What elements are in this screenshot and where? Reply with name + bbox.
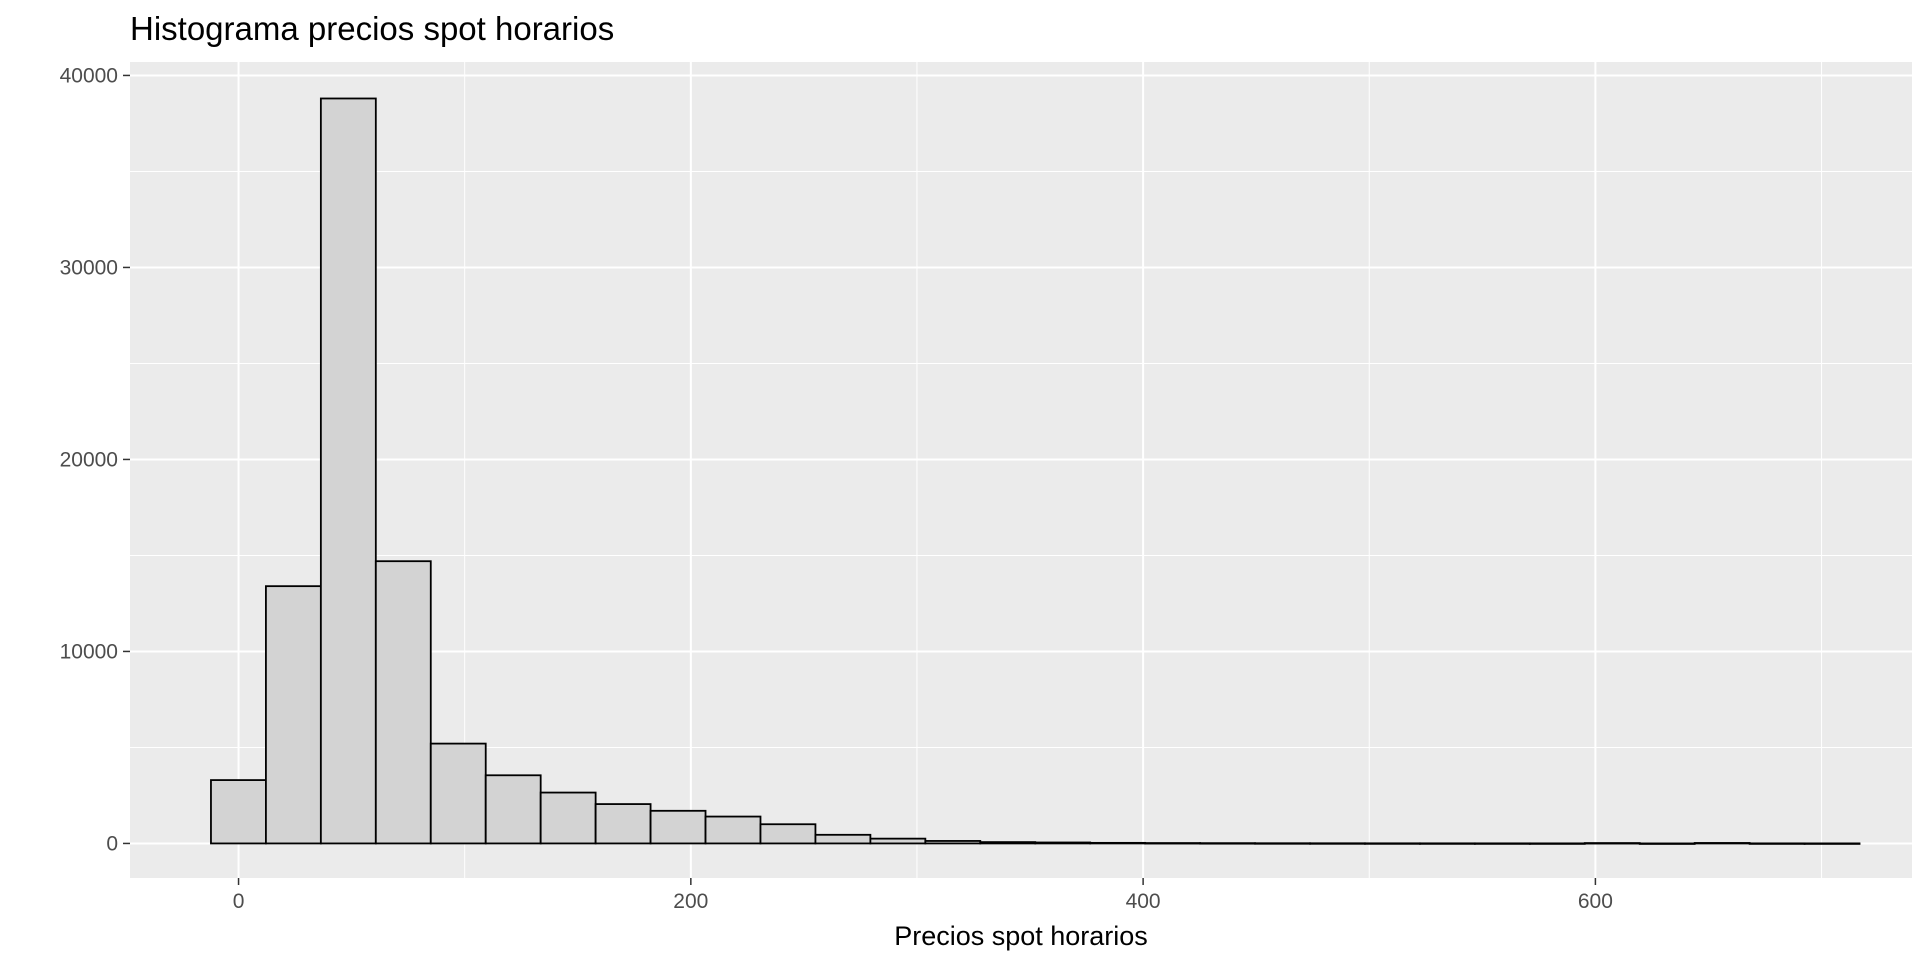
histogram-bar — [1583, 842, 1641, 845]
y-tick-label: 0 — [106, 832, 118, 855]
histogram-bar — [924, 840, 982, 845]
histogram-bar — [1693, 842, 1751, 845]
x-tick-label: 600 — [1578, 890, 1613, 913]
histogram-bar — [979, 841, 1037, 845]
histogram-bars — [210, 97, 1861, 845]
histogram-bar — [1748, 842, 1806, 845]
y-tick-label: 40000 — [60, 64, 118, 87]
histogram-bar — [539, 791, 597, 845]
histogram-bar — [319, 97, 377, 845]
histogram-bar — [1419, 842, 1476, 845]
y-axis: 0 10000 20000 30000 40000 — [60, 64, 130, 855]
histogram-bar — [1089, 841, 1147, 845]
histogram-bar — [429, 742, 487, 845]
y-tick-label: 20000 — [60, 448, 118, 471]
histogram-bar — [1638, 842, 1696, 845]
histogram-bar — [1034, 841, 1092, 845]
y-tick-label: 30000 — [60, 256, 118, 279]
x-tick-label: 200 — [673, 890, 708, 913]
histogram-bar — [814, 833, 872, 845]
x-tick-label: 0 — [233, 890, 245, 913]
histogram-bar — [1309, 842, 1366, 845]
chart-title: Histograma precios spot horarios — [130, 10, 614, 47]
grid-lines — [130, 62, 1912, 878]
histogram-bar — [704, 815, 762, 845]
histogram-bar — [1254, 842, 1311, 845]
histogram-bar — [1364, 842, 1421, 845]
histogram-bar — [374, 560, 432, 845]
histogram-bar — [869, 837, 927, 845]
y-tick-label: 10000 — [60, 640, 118, 663]
histogram-bar — [265, 585, 322, 845]
histogram-bar — [1528, 842, 1586, 845]
histogram-bar — [1144, 842, 1202, 845]
x-axis: 0 200 400 600 — [233, 878, 1613, 913]
histogram-bar — [594, 803, 652, 845]
x-tick-label: 400 — [1126, 890, 1161, 913]
histogram-bar — [1473, 842, 1531, 845]
histogram-bar — [484, 774, 542, 845]
histogram-bar — [210, 779, 267, 845]
histogram-bar — [1803, 842, 1861, 845]
histogram-bar — [1199, 842, 1256, 845]
histogram-bar — [759, 823, 817, 845]
histogram-bar — [649, 809, 707, 845]
x-axis-title: Precios spot horarios — [894, 921, 1148, 951]
